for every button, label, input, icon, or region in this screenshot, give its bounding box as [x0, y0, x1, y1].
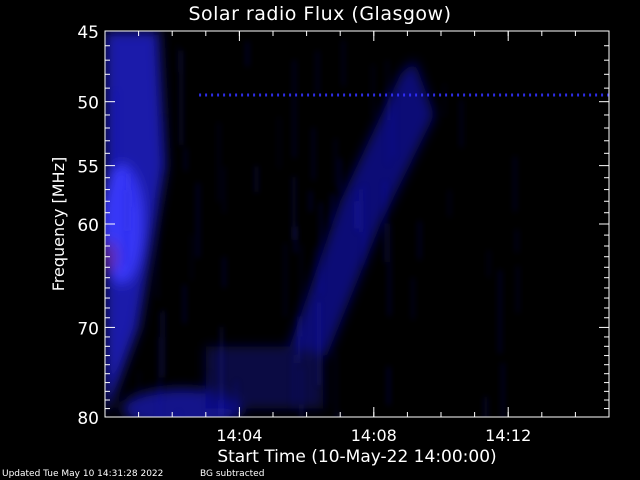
- streak: [339, 158, 341, 191]
- streak: [387, 90, 389, 165]
- low-freq-band: [205, 346, 324, 409]
- streak: [177, 45, 179, 72]
- streak: [331, 193, 333, 224]
- streak: [138, 371, 140, 398]
- streak: [125, 190, 127, 265]
- streak: [392, 91, 395, 157]
- streak: [156, 202, 159, 299]
- streak: [177, 411, 180, 417]
- x-tick-label: 14:04: [216, 426, 262, 445]
- streak: [357, 189, 360, 233]
- streak: [294, 226, 297, 253]
- streak: [301, 404, 303, 417]
- y-axis-label: Frequency [MHz]: [49, 157, 68, 291]
- streak: [300, 367, 302, 417]
- streak: [127, 173, 129, 231]
- streak: [320, 202, 322, 293]
- streak: [115, 90, 117, 168]
- streak: [502, 363, 504, 417]
- burst-hotspot: [105, 240, 119, 273]
- streak: [355, 201, 358, 229]
- chart-title: Solar radio Flux (Glasgow): [188, 3, 452, 25]
- streak: [278, 117, 280, 169]
- streak: [132, 168, 134, 207]
- drift-band: [289, 60, 435, 356]
- streak: [309, 191, 312, 212]
- y-tick-label: 60: [77, 216, 99, 236]
- streak: [293, 176, 295, 240]
- spectrogram-heatmap: [105, 31, 609, 417]
- streak: [218, 122, 220, 202]
- streak: [235, 381, 238, 417]
- streak: [223, 167, 225, 213]
- streak: [159, 312, 162, 401]
- streak: [384, 182, 386, 263]
- updated-timestamp: Updated Tue May 10 14:31:28 2022: [2, 469, 164, 479]
- streak: [418, 220, 421, 260]
- streak: [207, 372, 209, 417]
- streak: [219, 400, 221, 417]
- streak: [334, 138, 337, 187]
- streak: [223, 256, 225, 288]
- x-tick-label: 14:12: [485, 426, 531, 445]
- emission-glow: [105, 31, 435, 417]
- streak: [387, 366, 390, 406]
- streak: [315, 247, 317, 277]
- streak: [318, 302, 320, 386]
- streak: [163, 117, 165, 174]
- streak: [162, 310, 164, 378]
- streak: [514, 156, 516, 212]
- streak: [220, 326, 223, 416]
- x-axis-label: Start Time (10-May-22 14:00:00): [217, 447, 496, 467]
- streak: [284, 243, 287, 318]
- streak: [300, 244, 302, 337]
- streak: [488, 250, 490, 278]
- streak: [184, 148, 187, 171]
- streak: [443, 83, 446, 117]
- y-tick-label: 50: [77, 94, 99, 114]
- streak: [292, 354, 295, 411]
- streak: [388, 223, 391, 317]
- streak: [335, 351, 337, 417]
- x-tick-label: 14:08: [351, 426, 397, 445]
- streak: [516, 266, 519, 313]
- streak: [180, 50, 182, 146]
- streak: [255, 166, 258, 193]
- streak: [298, 316, 300, 364]
- y-tick-label: 55: [77, 158, 99, 178]
- y-tick-label: 45: [77, 23, 99, 43]
- y-tick-label: 80: [77, 409, 99, 429]
- streak: [372, 64, 374, 117]
- streak: [190, 234, 193, 280]
- streak: [197, 182, 199, 258]
- streak: [316, 51, 319, 94]
- streak: [246, 41, 249, 67]
- background-note: BG subtracted: [200, 469, 265, 479]
- streak: [516, 229, 518, 253]
- streak: [183, 284, 186, 324]
- streak: [312, 127, 315, 180]
- streaks: [115, 40, 519, 417]
- streak: [158, 337, 161, 417]
- streak: [460, 99, 463, 148]
- streak: [363, 186, 365, 267]
- streak: [484, 396, 487, 417]
- streak: [338, 413, 341, 417]
- streak: [293, 60, 296, 158]
- streak: [499, 270, 501, 354]
- streak: [412, 277, 414, 320]
- streak: [342, 40, 345, 87]
- y-tick-label: 70: [77, 319, 99, 339]
- streak: [448, 190, 451, 217]
